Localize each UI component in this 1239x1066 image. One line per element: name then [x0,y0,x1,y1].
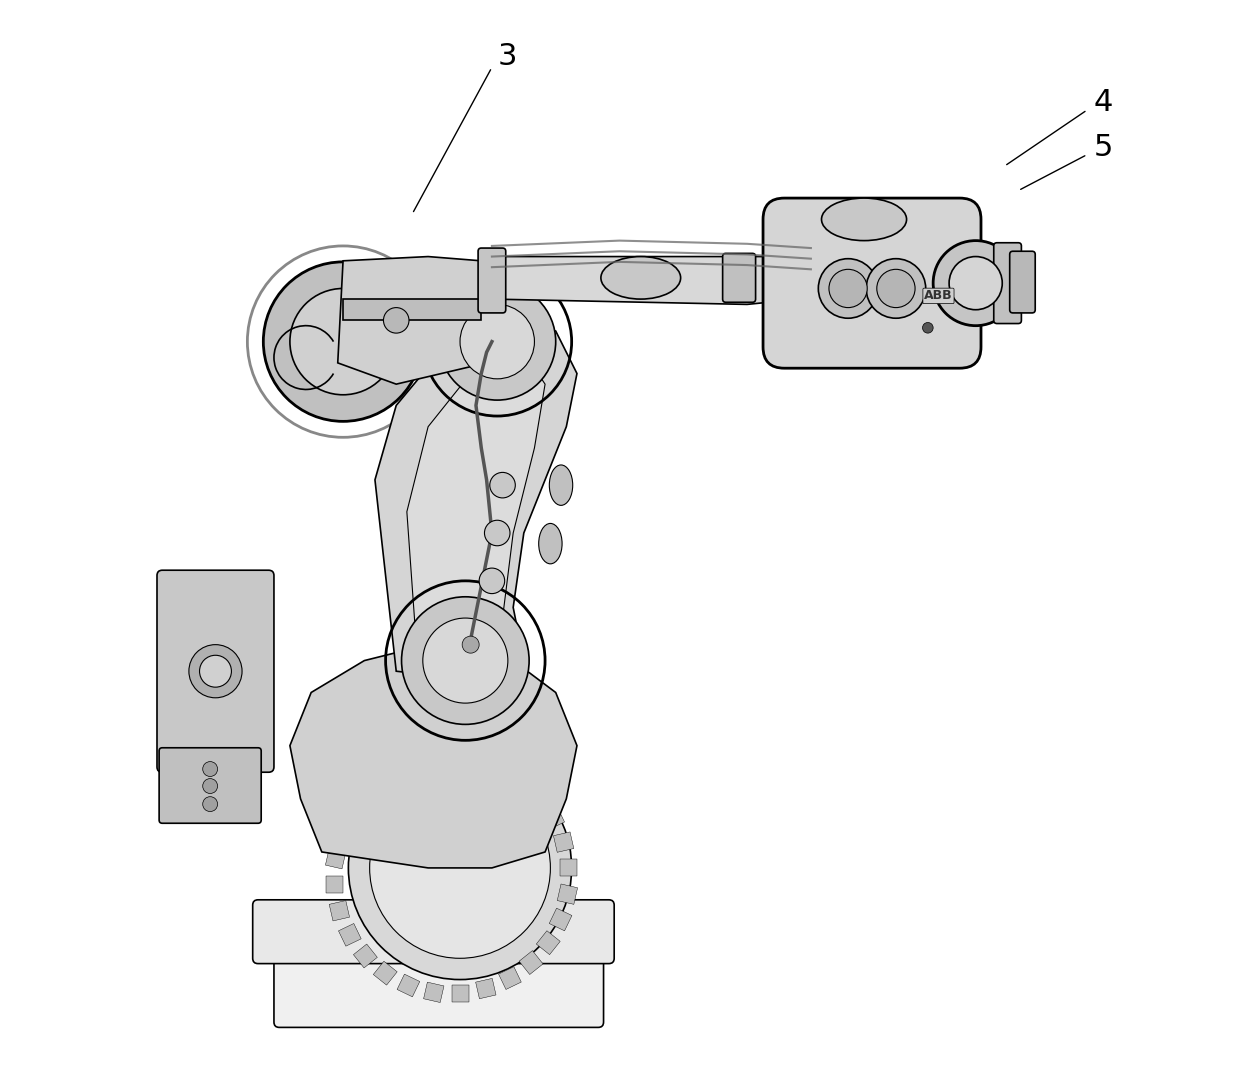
Bar [451,985,468,1002]
Bar [476,979,496,999]
Bar [331,822,354,844]
Circle shape [203,761,218,776]
Bar [343,798,367,822]
Bar [326,876,343,893]
Bar [554,831,574,853]
Circle shape [866,259,926,319]
Polygon shape [338,257,487,384]
Polygon shape [343,300,481,321]
FancyBboxPatch shape [159,747,261,823]
Bar [424,982,444,1002]
Ellipse shape [549,465,572,505]
Circle shape [348,756,571,980]
Circle shape [383,308,409,333]
Bar [406,754,427,775]
Circle shape [264,262,422,421]
Bar [326,849,346,869]
Circle shape [203,796,218,811]
Bar [396,974,420,997]
Bar [373,962,398,985]
Bar [541,807,565,829]
Ellipse shape [539,523,563,564]
FancyBboxPatch shape [253,900,615,964]
Circle shape [949,257,1002,310]
FancyBboxPatch shape [1010,252,1036,313]
Bar [519,951,543,974]
Polygon shape [406,352,545,661]
Circle shape [479,568,504,594]
Circle shape [933,241,1018,326]
Circle shape [923,323,933,333]
FancyBboxPatch shape [763,198,981,368]
Bar [361,778,384,803]
Circle shape [484,520,510,546]
FancyBboxPatch shape [722,254,756,303]
Bar [483,756,506,778]
Bar [536,931,560,955]
Ellipse shape [821,198,907,241]
Text: 3: 3 [498,43,518,71]
Bar [498,967,522,989]
Circle shape [422,618,508,704]
Circle shape [829,270,867,308]
FancyBboxPatch shape [994,243,1021,324]
Circle shape [439,284,556,400]
Bar [330,901,349,921]
Ellipse shape [601,257,680,300]
Circle shape [369,777,550,958]
Bar [560,859,577,876]
Text: 5: 5 [1094,132,1113,162]
Bar [353,944,378,968]
Bar [435,750,451,768]
Circle shape [188,645,242,698]
Circle shape [401,597,529,725]
Text: ABB: ABB [924,289,953,303]
Bar [460,750,479,771]
Bar [558,884,577,904]
Text: 4: 4 [1094,87,1113,117]
Polygon shape [492,257,800,305]
FancyBboxPatch shape [274,953,603,1028]
Circle shape [290,289,396,394]
Circle shape [462,636,479,653]
Circle shape [877,270,916,308]
Bar [338,923,362,947]
Bar [525,785,550,809]
Circle shape [489,472,515,498]
Circle shape [203,778,218,793]
Bar [382,763,404,786]
Bar [506,768,530,792]
FancyBboxPatch shape [478,248,506,313]
FancyBboxPatch shape [157,570,274,772]
Polygon shape [290,650,577,868]
Circle shape [818,259,878,319]
Bar [549,908,572,931]
Circle shape [199,656,232,688]
Polygon shape [375,321,577,682]
Circle shape [460,305,534,378]
